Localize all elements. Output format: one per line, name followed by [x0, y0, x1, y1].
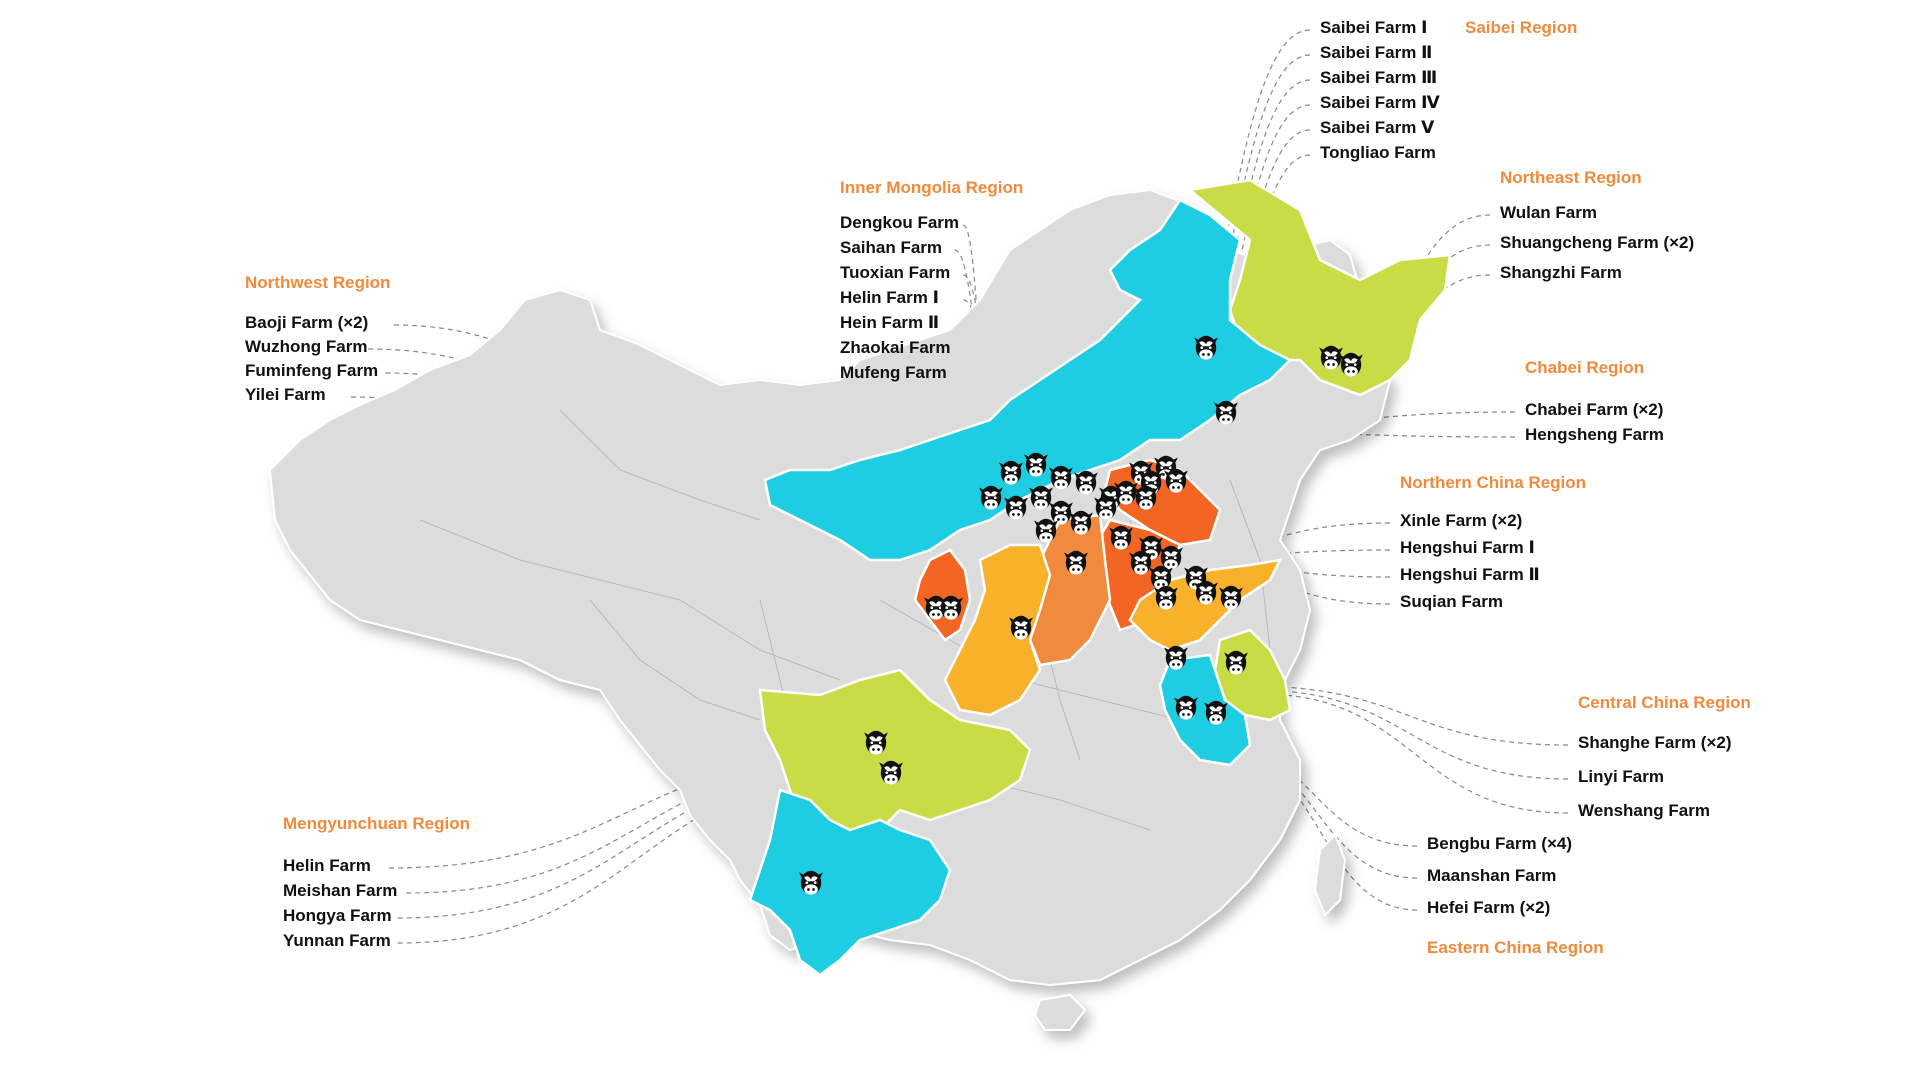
region-title-central-china: Central China Region [1578, 693, 1751, 712]
farm-label-chabei: Chabei Farm (×2) [1525, 400, 1664, 419]
region-title-northeast: Northeast Region [1500, 168, 1642, 187]
farm-label-central-china: Wenshang Farm [1578, 801, 1710, 820]
farm-label-mengyunchuan: Yunnan Farm [283, 931, 391, 950]
farm-label-inner-mongolia: Hein Farm Ⅱ [840, 313, 940, 332]
farm-label-northern-china: Hengshui Farm Ⅰ [1400, 538, 1535, 557]
farm-label-inner-mongolia: Zhaokai Farm [840, 338, 951, 357]
farm-label-saibei: Saibei Farm Ⅱ [1320, 43, 1433, 62]
hainan-island [1033, 993, 1087, 1031]
leader-line [1248, 685, 1569, 746]
region-title-chabei: Chabei Region [1525, 358, 1645, 377]
farm-label-saibei: Saibei Farm Ⅳ [1320, 93, 1440, 112]
region-title-eastern-china: Eastern China Region [1427, 938, 1604, 957]
farm-label-central-china: Shanghe Farm (×2) [1578, 733, 1732, 752]
farm-label-northeast: Shangzhi Farm [1500, 263, 1622, 282]
leader-line [1333, 214, 1491, 347]
farm-label-inner-mongolia: Saihan Farm [840, 238, 943, 257]
province-shaanxi [943, 543, 1052, 717]
taiwan-island [1313, 833, 1347, 917]
farm-label-inner-mongolia: Dengkou Farm [840, 213, 960, 232]
farm-label-northern-china: Suqian Farm [1400, 592, 1503, 611]
farm-label-inner-mongolia: Tuoxian Farm [840, 263, 951, 282]
farm-label-mengyunchuan: Hongya Farm [283, 906, 392, 925]
farm-label-saibei: Tongliao Farm [1320, 143, 1436, 162]
farm-label-eastern-china: Hefei Farm (×2) [1427, 898, 1551, 917]
province-inner-mongolia [763, 198, 1293, 562]
farm-label-northern-china: Xinle Farm (×2) [1400, 511, 1523, 530]
region-title-mengyunchuan: Mengyunchuan Region [283, 814, 470, 833]
farm-label-chabei: Hengsheng Farm [1525, 425, 1664, 444]
farm-label-saibei: Saibei Farm Ⅴ [1320, 118, 1435, 137]
farm-label-northeast: Shuangcheng Farm (×2) [1500, 233, 1695, 252]
leader-line [1208, 740, 1418, 847]
province-anhui [1158, 653, 1252, 767]
leader-line [1254, 689, 1569, 780]
province-yunnan [748, 788, 952, 977]
farm-label-saibei: Saibei Farm Ⅰ [1320, 18, 1428, 37]
farm-label-northern-china: Hengshui Farm Ⅱ [1400, 565, 1540, 584]
leader-line [1260, 693, 1569, 814]
leader-line [1139, 29, 1311, 461]
farm-label-saibei: Saibei Farm Ⅲ [1320, 68, 1438, 87]
region-title-saibei: Saibei Region [1465, 18, 1578, 37]
farm-label-inner-mongolia: Mufeng Farm [840, 363, 947, 382]
farm-label-northwest: Fuminfeng Farm [245, 361, 379, 380]
farm-label-inner-mongolia: Helin Farm Ⅰ [840, 288, 939, 307]
farm-label-mengyunchuan: Helin Farm [283, 856, 371, 875]
farm-label-mengyunchuan: Meishan Farm [283, 881, 398, 900]
farm-label-eastern-china: Maanshan Farm [1427, 866, 1557, 885]
region-title-northwest: Northwest Region [245, 273, 391, 292]
farm-label-northwest: Baoji Farm (×2) [245, 313, 369, 332]
farm-label-central-china: Linyi Farm [1578, 767, 1664, 786]
farm-label-northwest: Wuzhong Farm [245, 337, 368, 356]
farm-label-northwest: Yilei Farm [245, 385, 326, 404]
region-title-northern-china: Northern China Region [1400, 473, 1587, 492]
region-title-inner-mongolia: Inner Mongolia Region [840, 178, 1024, 197]
farm-label-eastern-china: Bengbu Farm (×4) [1427, 834, 1572, 853]
farm-label-northeast: Wulan Farm [1500, 203, 1597, 222]
